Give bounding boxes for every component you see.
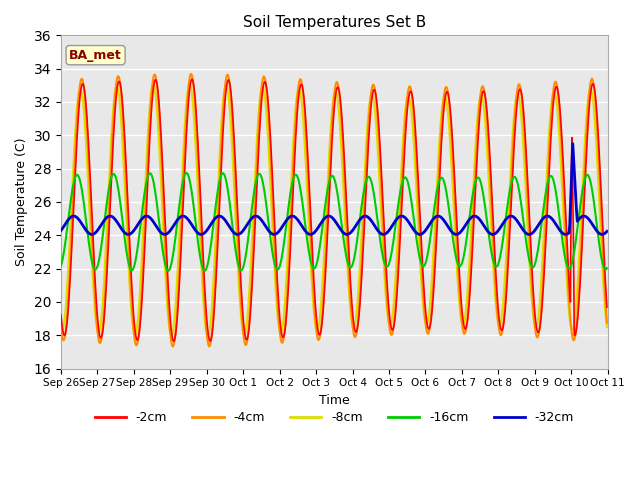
Text: BA_met: BA_met: [69, 48, 122, 61]
X-axis label: Time: Time: [319, 394, 349, 407]
Y-axis label: Soil Temperature (C): Soil Temperature (C): [15, 138, 28, 266]
Title: Soil Temperatures Set B: Soil Temperatures Set B: [243, 15, 426, 30]
Legend: -2cm, -4cm, -8cm, -16cm, -32cm: -2cm, -4cm, -8cm, -16cm, -32cm: [90, 406, 579, 429]
